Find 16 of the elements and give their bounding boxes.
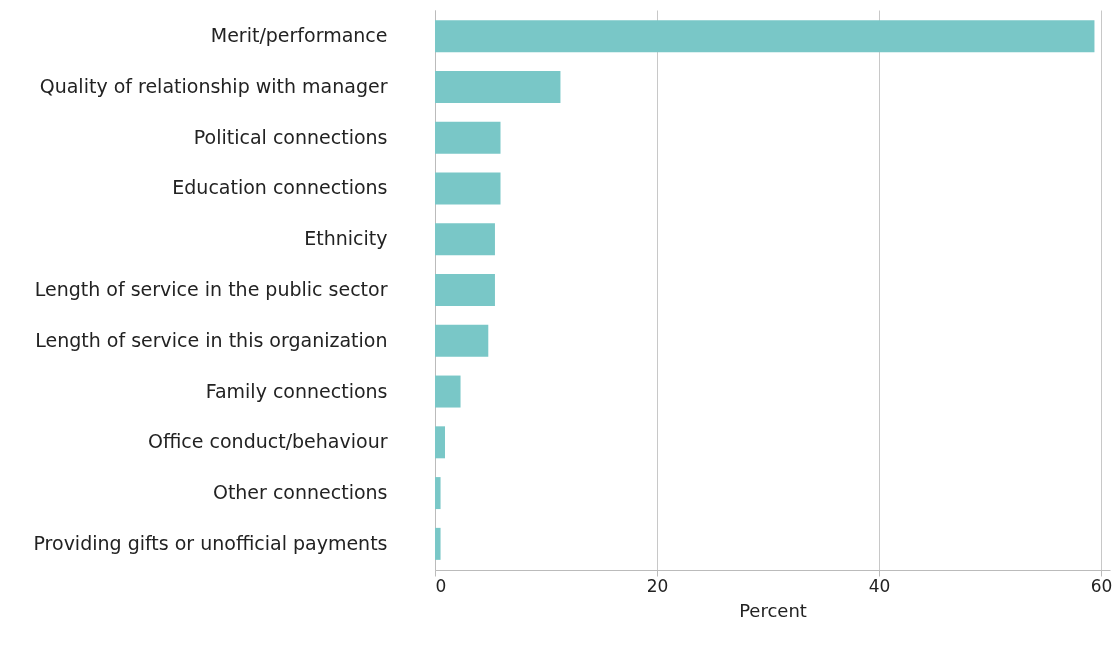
x-tick-label: 60 [1090, 575, 1113, 596]
x-tick-label: 0 [435, 575, 447, 596]
y-tick-label: Length of service in this organization [35, 328, 388, 351]
x-axis-title: Percent [739, 599, 807, 621]
y-tick-label: Ethnicity [304, 227, 388, 250]
y-tick-label: Merit/performance [210, 24, 388, 47]
y-tick-label: Political connections [193, 125, 388, 148]
y-tick-label: Other connections [212, 481, 388, 504]
y-tick-label: Quality of relationship with manager [39, 74, 388, 97]
y-tick-label: Family connections [205, 379, 388, 402]
y-tick-label: Length of service in the public sector [34, 278, 388, 300]
y-tick-label: Education connections [172, 176, 388, 199]
y-tick-label: Office conduct/behaviour [148, 430, 388, 453]
x-tick-label: 40 [868, 575, 891, 596]
x-tick-label: 20 [646, 575, 669, 596]
y-tick-label: Providing gifts or unofficial payments [33, 531, 388, 554]
